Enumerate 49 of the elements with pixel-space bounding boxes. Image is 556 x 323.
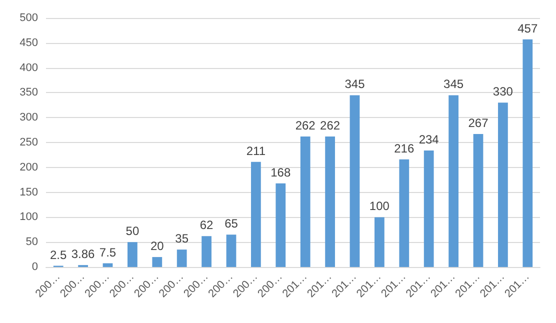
y-tick-label: 0 xyxy=(32,261,38,273)
data-label: 216 xyxy=(394,141,414,156)
data-label: 262 xyxy=(320,118,340,133)
data-label: 100 xyxy=(369,199,390,214)
bar xyxy=(374,217,384,267)
data-label: 7.5 xyxy=(99,245,116,260)
bar xyxy=(251,162,261,267)
bar xyxy=(152,257,162,267)
data-label: 3.86 xyxy=(71,247,96,262)
bar xyxy=(350,95,360,267)
bar xyxy=(498,102,508,267)
data-label: 168 xyxy=(270,165,291,180)
y-tick-label: 250 xyxy=(20,136,38,148)
bar xyxy=(399,159,410,267)
data-label: 267 xyxy=(468,116,489,130)
bar xyxy=(473,134,484,267)
data-label: 234 xyxy=(418,132,440,146)
bar xyxy=(424,150,434,267)
data-label: 65 xyxy=(224,216,238,231)
bar xyxy=(176,250,187,267)
data-label: 2.5 xyxy=(50,248,68,262)
data-label: 50 xyxy=(126,224,140,238)
bar xyxy=(300,136,310,267)
bar xyxy=(276,183,286,267)
data-label: 20 xyxy=(150,239,164,254)
data-label: 345 xyxy=(344,77,366,92)
data-label: 35 xyxy=(175,232,189,246)
data-label: 262 xyxy=(295,118,316,133)
y-tick-label: 450 xyxy=(20,36,38,49)
bar xyxy=(202,236,212,267)
y-tick-label: 300 xyxy=(20,112,38,124)
data-label: 211 xyxy=(246,144,266,158)
bar xyxy=(128,242,138,267)
y-tick-label: 150 xyxy=(20,186,38,198)
bar xyxy=(102,263,113,267)
y-tick-label: 350 xyxy=(20,86,38,99)
bar xyxy=(522,39,533,267)
data-label: 345 xyxy=(444,77,464,92)
bar xyxy=(325,136,335,267)
y-tick-label: 400 xyxy=(20,62,38,74)
data-label: 330 xyxy=(492,84,514,99)
bar xyxy=(226,234,236,267)
y-tick-label: 500 xyxy=(20,12,38,24)
data-label: 62 xyxy=(200,218,214,232)
bar xyxy=(448,95,458,267)
y-tick-label: 100 xyxy=(20,211,38,224)
data-label: 457 xyxy=(518,21,538,36)
y-tick-label: 50 xyxy=(26,236,38,248)
y-tick-label: 200 xyxy=(20,161,38,174)
